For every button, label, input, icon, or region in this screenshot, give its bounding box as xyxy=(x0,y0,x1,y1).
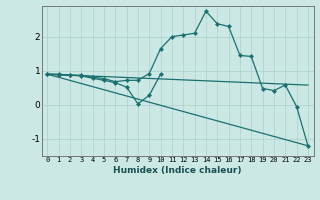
X-axis label: Humidex (Indice chaleur): Humidex (Indice chaleur) xyxy=(113,166,242,175)
